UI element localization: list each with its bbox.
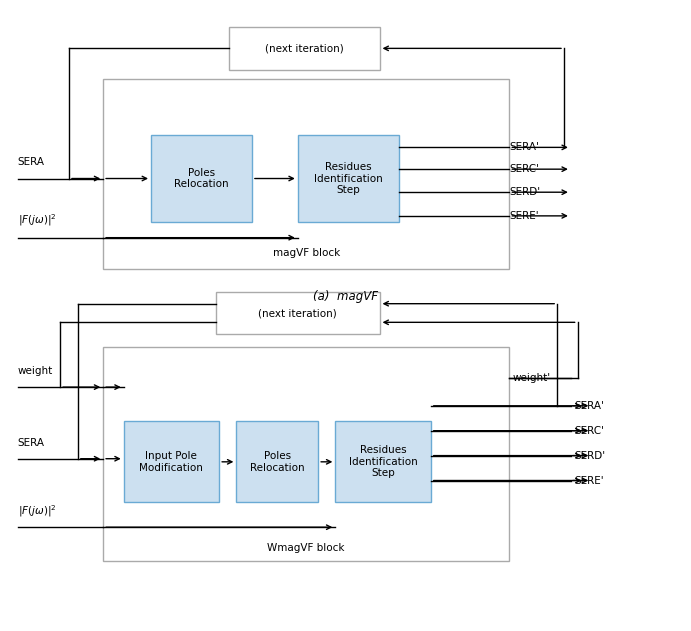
Bar	[151, 135, 252, 222]
Text: Input Pole
Modification: Input Pole Modification	[140, 451, 203, 473]
Text: (a)  magVF: (a) magVF	[313, 290, 378, 304]
Text: SERE': SERE'	[509, 211, 539, 221]
Text: SERD': SERD'	[574, 451, 605, 461]
Text: Poles
Relocation: Poles Relocation	[174, 168, 229, 189]
Bar	[103, 346, 509, 562]
Text: SERA: SERA	[18, 437, 45, 447]
Text: weight: weight	[18, 366, 53, 376]
Text: Poles
Relocation: Poles Relocation	[250, 451, 305, 473]
Text: SERC': SERC'	[509, 164, 540, 174]
Bar	[335, 422, 430, 502]
Bar	[216, 292, 379, 334]
Bar	[229, 27, 379, 69]
Bar	[103, 79, 509, 269]
Text: (next iteration): (next iteration)	[258, 308, 337, 318]
Text: SERD': SERD'	[509, 187, 540, 198]
Text: SERA: SERA	[18, 157, 45, 167]
Text: (next iteration): (next iteration)	[265, 44, 344, 54]
Text: SERC': SERC'	[574, 426, 604, 435]
Text: $|F(j\omega)|^2$: $|F(j\omega)|^2$	[18, 213, 57, 228]
Text: WmagVF block: WmagVF block	[267, 543, 345, 553]
Text: magVF block: magVF block	[273, 248, 340, 258]
Text: SERE': SERE'	[574, 476, 604, 485]
Text: Residues
Identification
Step: Residues Identification Step	[314, 162, 383, 195]
Text: Residues
Identification
Step: Residues Identification Step	[349, 445, 417, 478]
Bar	[298, 135, 399, 222]
Bar	[124, 422, 219, 502]
Text: weight': weight'	[513, 373, 551, 383]
Bar	[236, 422, 318, 502]
Text: SERA': SERA'	[574, 401, 604, 411]
Text: SERA': SERA'	[509, 143, 539, 152]
Text: $|F(j\omega)|^2$: $|F(j\omega)|^2$	[18, 504, 57, 519]
